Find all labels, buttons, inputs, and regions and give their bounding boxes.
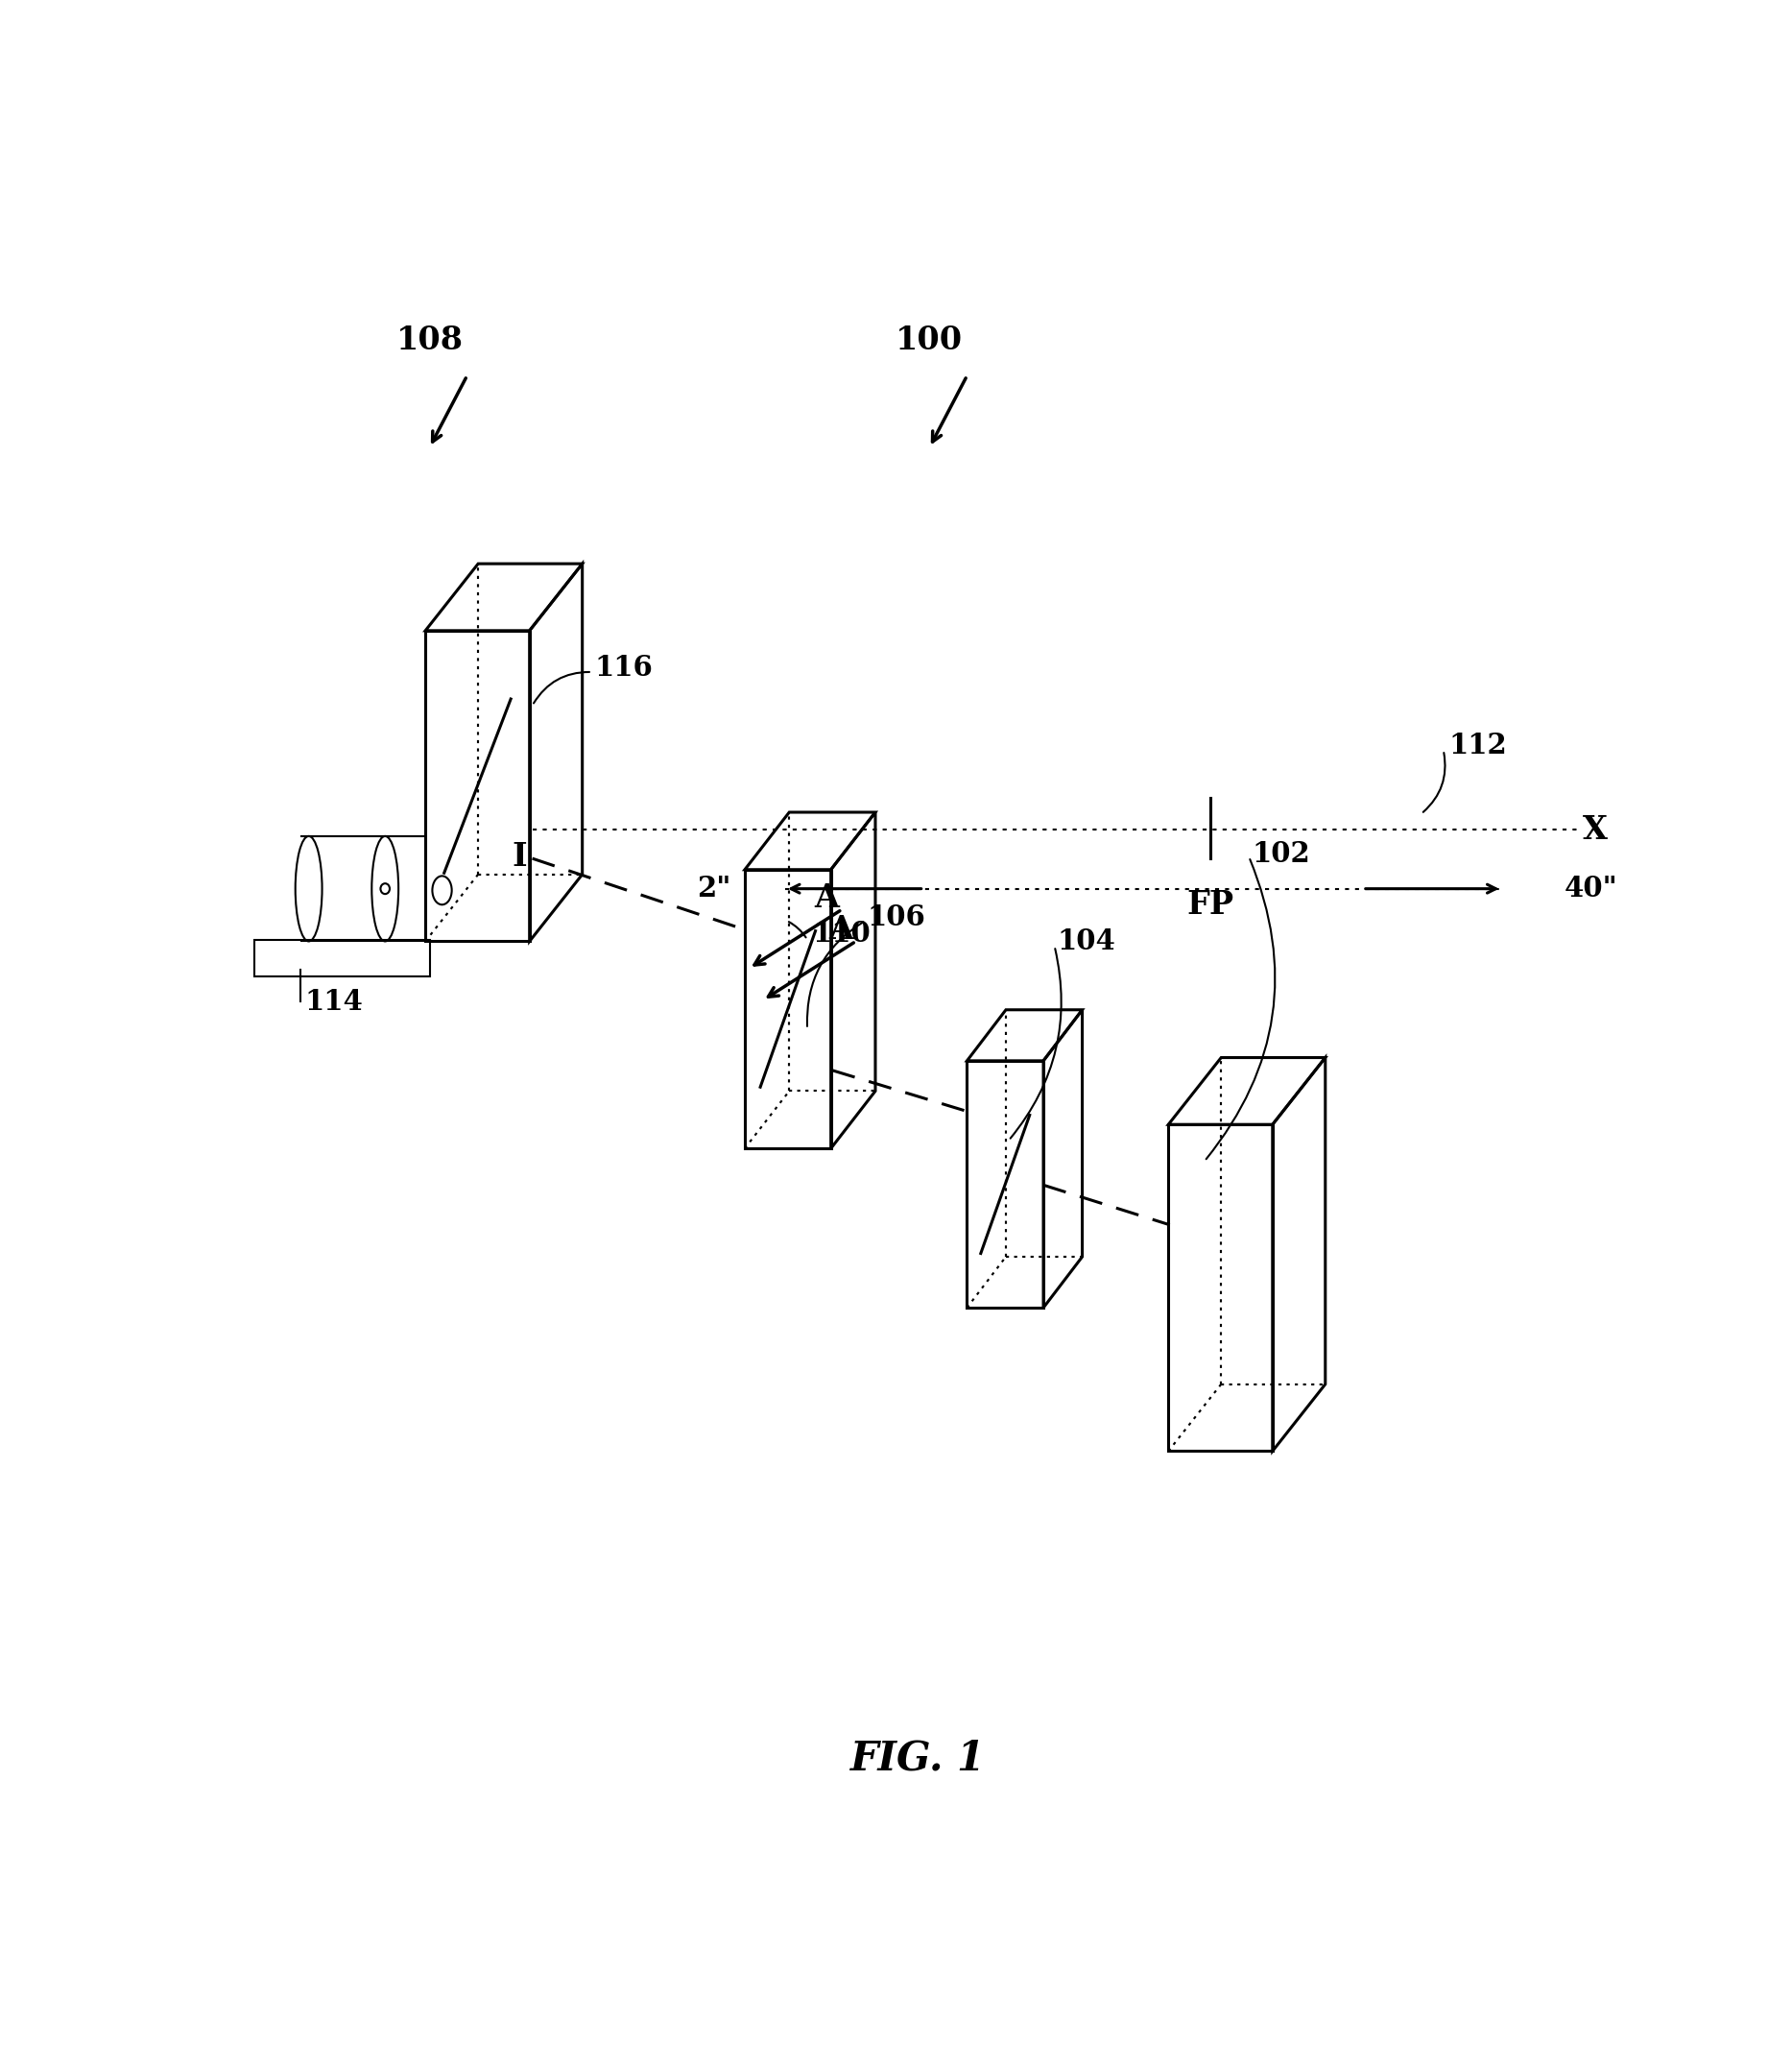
- Text: 106: 106: [867, 904, 925, 931]
- Text: 110: 110: [814, 919, 871, 948]
- Text: FIG. 1: FIG. 1: [851, 1738, 986, 1779]
- Text: 40": 40": [1564, 875, 1618, 902]
- Text: 100: 100: [896, 325, 962, 356]
- Text: 108: 108: [396, 325, 462, 356]
- Text: 2": 2": [697, 875, 731, 902]
- Text: 102: 102: [1251, 840, 1310, 867]
- Text: FP: FP: [1186, 890, 1233, 921]
- Text: A: A: [814, 883, 839, 914]
- Text: I: I: [513, 840, 527, 873]
- Text: 114: 114: [305, 987, 364, 1016]
- Text: 112: 112: [1450, 732, 1507, 759]
- Text: 116: 116: [595, 654, 654, 681]
- Text: X: X: [1582, 813, 1607, 846]
- Text: A: A: [828, 914, 853, 946]
- Text: 104: 104: [1057, 927, 1116, 956]
